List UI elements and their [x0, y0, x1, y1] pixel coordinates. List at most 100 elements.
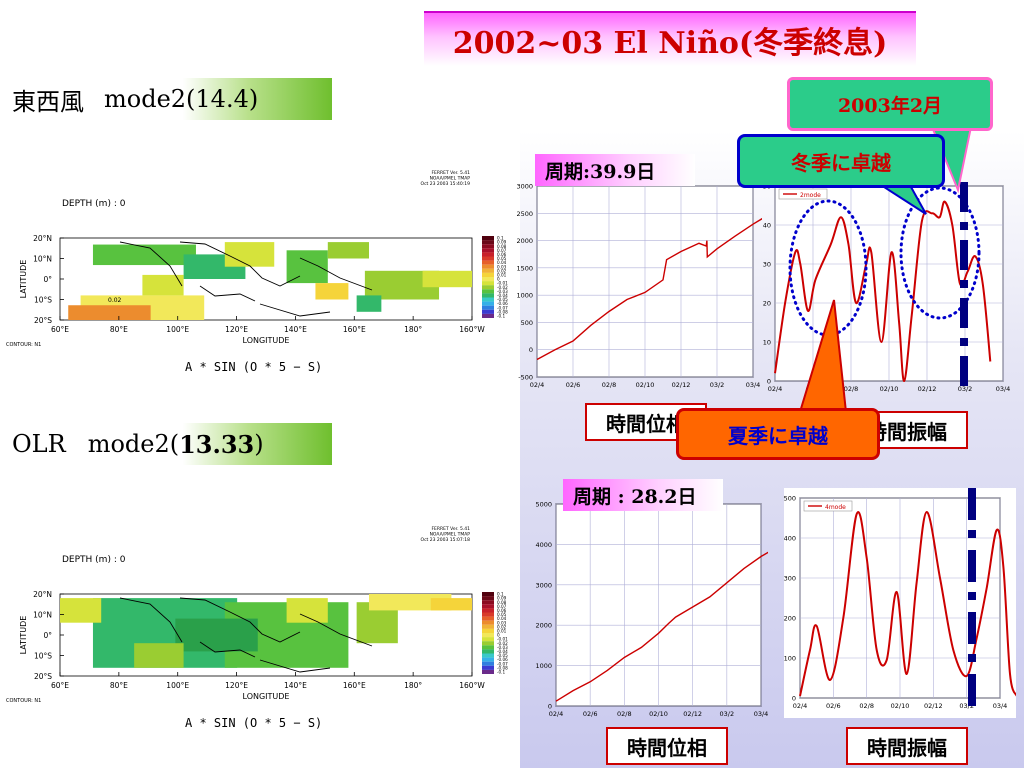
- colorbar-label: -0.03: [497, 289, 508, 294]
- x-tick-label: 02/12: [924, 702, 943, 710]
- wind-name: 東西風: [12, 87, 84, 116]
- colorbar-swatch: [482, 289, 494, 294]
- colorbar-swatch: [482, 600, 494, 605]
- lat-tick-label: 20°N: [33, 590, 52, 599]
- colorbar-label: 0.1: [497, 592, 504, 597]
- map-formula: A * SIN (O * 5 − S): [185, 360, 322, 374]
- field-cell: [134, 643, 184, 668]
- y-tick-label: 10: [763, 339, 771, 347]
- coastline: [259, 659, 331, 673]
- lon-tick-label: 140°E: [284, 325, 307, 334]
- colorbar-label: -0.08: [497, 309, 508, 314]
- phase-chart-top: -500 0 500 1000 1500 2000 2500 3000 02/4 02/6 02/8…: [516, 183, 762, 389]
- map-depth-label: DEPTH (m) : 0: [62, 555, 126, 565]
- colorbar-swatch: [482, 264, 494, 269]
- colorbar-swatch: [482, 313, 494, 318]
- phase-chart-bottom: 0 1000 2000 3000 4000 5000 02/4 02/6 02/8 02/10 02…: [535, 501, 768, 718]
- lat-tick-label: 10°N: [33, 255, 52, 264]
- colorbar-swatch: [482, 596, 494, 601]
- colorbar-swatch: [482, 641, 494, 646]
- colorbar-label: -0.03: [497, 645, 508, 650]
- colorbar-swatch: [482, 281, 494, 286]
- colorbar-label: 0.03: [497, 264, 507, 269]
- amplitude-label-bottom: 時間振幅: [846, 727, 968, 765]
- x-tick-label: 03/2: [720, 710, 735, 718]
- field-cell: [422, 270, 472, 288]
- colorbar-label: -0.1: [497, 670, 506, 675]
- coastline: [119, 241, 183, 287]
- colorbar-label: 0.09: [497, 596, 507, 601]
- x-tick-label: 02/6: [583, 710, 598, 718]
- field-cell: [142, 274, 184, 296]
- y-tick-label: 0: [767, 378, 771, 386]
- lon-tick-label: 160°W: [459, 681, 485, 690]
- map-ylabel: LATITUDE: [19, 260, 28, 299]
- colorbar-label: -0.05: [497, 297, 508, 302]
- y-tick-label: 1000: [535, 662, 552, 670]
- colorbar-swatch: [482, 669, 494, 674]
- lat-tick-label: 20°N: [33, 234, 52, 243]
- lon-tick-label: 160°E: [343, 681, 366, 690]
- colorbar-label: 0.06: [497, 608, 507, 613]
- map-formula: A * SIN (O * 5 − S): [185, 716, 322, 730]
- colorbar-swatch: [482, 657, 494, 662]
- lat-tick-label: 10°S: [34, 296, 52, 305]
- summer-callout-pointer: [798, 299, 848, 413]
- field-cell: [92, 244, 196, 266]
- lat-tick-label: 20°S: [34, 316, 52, 325]
- y-tick-label: 30: [763, 261, 771, 269]
- colorbar-label: 0.1: [497, 236, 504, 241]
- colorbar-label: 0.07: [497, 248, 507, 253]
- amplitude-chart-bottom: 0 100 200 300 400 500 02/4 02/6 02/8 02/10 02/12 03…: [784, 488, 1016, 718]
- slide-title: 2002~03 El Niño(冬季終息): [424, 11, 916, 66]
- colorbar-swatch: [482, 604, 494, 609]
- series-line: [799, 510, 1016, 697]
- map-depth-label: DEPTH (m) : 0: [62, 199, 126, 209]
- colorbar-swatch: [482, 633, 494, 638]
- coastline: [299, 257, 373, 291]
- colorbar-swatch: [482, 272, 494, 277]
- colorbar-label: -0.1: [497, 314, 506, 319]
- lon-tick-label: 60°E: [51, 681, 69, 690]
- winter-peak-circle: [899, 186, 981, 320]
- x-tick-label: 02/10: [636, 381, 655, 389]
- field-cell: [286, 250, 328, 284]
- lon-tick-label: 80°E: [110, 681, 128, 690]
- field-cell: [356, 295, 382, 312]
- summer-dominant-callout: 夏季に卓越: [676, 408, 880, 460]
- y-tick-label: 20: [763, 300, 771, 308]
- colorbar-label: 0.05: [497, 256, 507, 261]
- lon-tick-label: 120°E: [225, 325, 248, 334]
- colorbar-swatch: [482, 665, 494, 670]
- olr-name: OLR: [12, 430, 66, 458]
- x-tick-label: 02/12: [683, 710, 702, 718]
- x-tick-label: 02/8: [617, 710, 632, 718]
- olr-section-label: OLR mode2(13.33): [0, 423, 332, 465]
- field-cell: [327, 242, 369, 259]
- coastline: [179, 597, 301, 643]
- colorbar-swatch: [482, 277, 494, 282]
- colorbar-swatch: [482, 620, 494, 625]
- field-cell: [68, 305, 151, 320]
- lon-tick-label: 160°W: [459, 325, 485, 334]
- colorbar-label: 0: [497, 633, 500, 638]
- x-tick-label: 02/10: [649, 710, 668, 718]
- x-tick-label: 02/10: [891, 702, 910, 710]
- colorbar-label: 0.04: [497, 616, 507, 621]
- map-xlabel: LONGITUDE: [243, 692, 290, 701]
- colorbar-swatch: [482, 309, 494, 314]
- colorbar-swatch: [482, 236, 494, 241]
- colorbar-label: 0.01: [497, 273, 507, 278]
- winter-dominant-callout: 冬季に卓越: [737, 134, 945, 188]
- x-tick-label: 02/6: [826, 702, 841, 710]
- y-tick-label: 2500: [516, 210, 533, 218]
- x-tick-label: 02/8: [602, 381, 617, 389]
- colorbar-label: 0.01: [497, 629, 507, 634]
- colorbar-label: 0.06: [497, 252, 507, 257]
- colorbar-label: 0.04: [497, 260, 507, 265]
- lon-tick-label: 80°E: [110, 325, 128, 334]
- colorbar-swatch: [482, 297, 494, 302]
- lat-tick-label: 10°S: [34, 652, 52, 661]
- y-tick-label: 0: [529, 346, 533, 354]
